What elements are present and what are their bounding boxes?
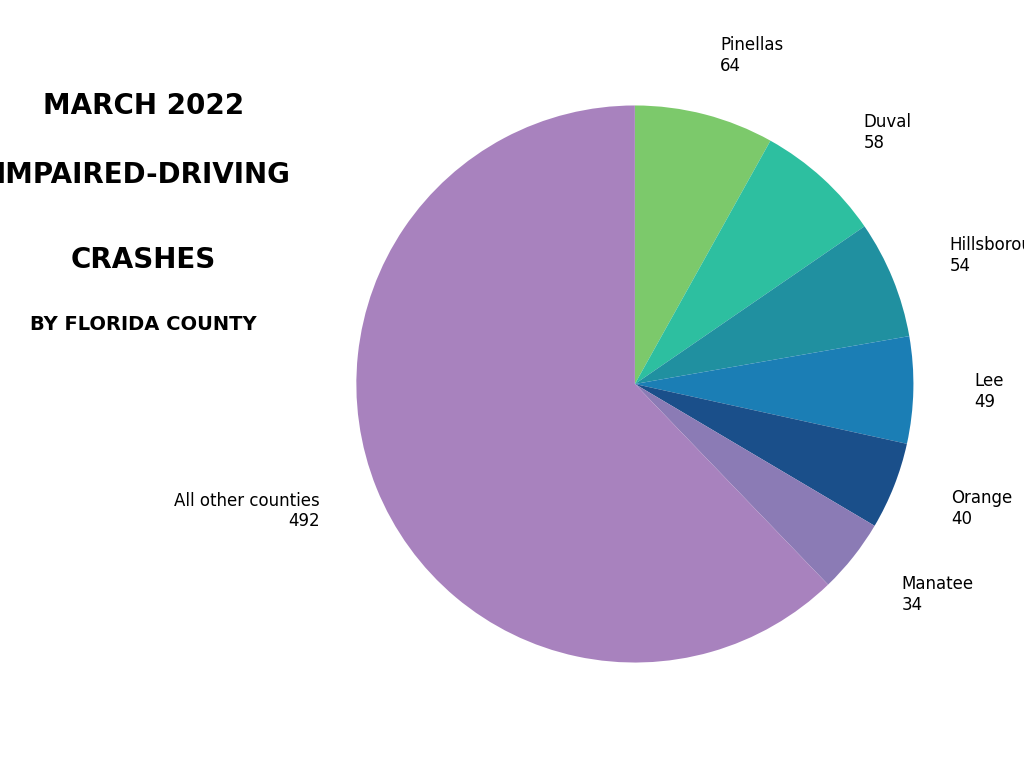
Text: Hillsborough
54: Hillsborough 54 [949, 237, 1024, 275]
Wedge shape [356, 105, 828, 663]
Text: CRASHES: CRASHES [71, 246, 216, 273]
Wedge shape [635, 336, 913, 444]
Wedge shape [635, 105, 770, 384]
Text: MARCH 2022: MARCH 2022 [43, 92, 244, 120]
Text: All other counties
492: All other counties 492 [174, 492, 319, 531]
Text: Manatee
34: Manatee 34 [901, 575, 974, 614]
Wedge shape [635, 227, 909, 384]
Text: Lee
49: Lee 49 [975, 372, 1005, 411]
Wedge shape [635, 141, 864, 384]
Text: IMPAIRED-DRIVING: IMPAIRED-DRIVING [0, 161, 291, 189]
Wedge shape [635, 384, 907, 526]
Text: Orange
40: Orange 40 [951, 489, 1013, 528]
Wedge shape [635, 384, 874, 584]
Text: BY FLORIDA COUNTY: BY FLORIDA COUNTY [30, 315, 257, 334]
Text: Pinellas
64: Pinellas 64 [720, 36, 783, 74]
Text: Duval
58: Duval 58 [863, 114, 911, 152]
